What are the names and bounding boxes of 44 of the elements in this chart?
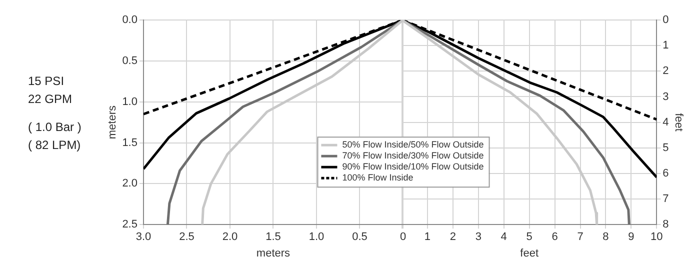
y-tick-label: 1.5 <box>122 136 138 149</box>
text: ( 82 LPM) <box>28 138 82 152</box>
x-tick-label: 1 <box>424 231 431 244</box>
legend-label: 50% Flow Inside/50% Flow Outside <box>342 140 484 150</box>
x-tick-label: 3.0 <box>136 231 152 244</box>
x-tick-label: 10 <box>650 231 663 244</box>
legend-label: 90% Flow Inside/10% Flow Outside <box>342 162 484 172</box>
x-tick-label: 8 <box>602 231 609 244</box>
text: ( 1.0 Bar ) <box>28 120 82 134</box>
y-axis-title: meters <box>106 104 119 140</box>
y-tick-label: 0.0 <box>122 14 138 26</box>
x-tick-label: 2.0 <box>222 231 238 244</box>
x-tick-label: 1.5 <box>266 231 281 244</box>
text: 22 GPM <box>28 92 74 106</box>
x-tick-label: 0 <box>400 231 406 244</box>
x-tick-label: 2.5 <box>179 231 194 244</box>
legend-label: 70% Flow Inside/30% Flow Outside <box>342 150 484 161</box>
y2-tick-label: 3 <box>662 90 669 103</box>
text: 15 PSI <box>28 74 66 88</box>
x-tick-label: 1.0 <box>308 231 324 244</box>
y2-tick-label: 4 <box>662 116 669 128</box>
x-tick-label: 0.5 <box>352 231 368 244</box>
x-tick-label: 2 <box>450 231 456 244</box>
y-tick-label: 0.5 <box>122 54 138 67</box>
y-tick-label: 2.0 <box>122 178 138 190</box>
x-axis-title: feet <box>520 247 539 260</box>
y2-axis-title: feet <box>672 113 684 132</box>
legend-label: 100% Flow Inside <box>342 172 414 183</box>
y2-tick-label: 7 <box>662 193 669 206</box>
y-tick-label: 1.0 <box>122 96 138 108</box>
y2-tick-label: 5 <box>662 142 669 154</box>
y2-tick-label: 0 <box>662 14 669 26</box>
x-axis-title: meters <box>256 247 291 260</box>
x-tick-label: 7 <box>577 231 584 244</box>
y2-tick-label: 1 <box>662 40 669 52</box>
y2-tick-label: 8 <box>662 218 669 231</box>
x-tick-label: 9 <box>628 231 634 244</box>
x-tick-label: 6 <box>552 231 558 244</box>
x-tick-label: 4 <box>500 231 507 244</box>
x-tick-label: 3 <box>475 231 482 244</box>
y2-tick-label: 6 <box>662 167 669 180</box>
y2-tick-label: 2 <box>662 65 669 78</box>
x-tick-label: 5 <box>526 231 532 244</box>
y-tick-label: 2.5 <box>122 218 138 231</box>
